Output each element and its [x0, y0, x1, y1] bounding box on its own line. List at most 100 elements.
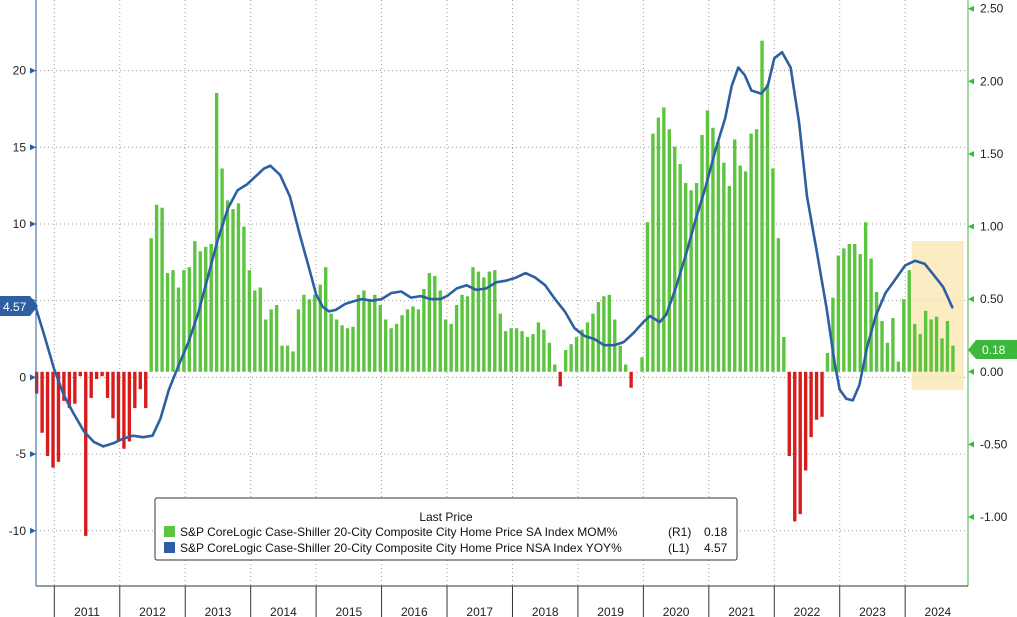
mom-bar — [460, 294, 464, 372]
right-tick-label: 2.50 — [980, 2, 1004, 16]
mom-bar — [389, 328, 393, 372]
mom-bar — [454, 304, 459, 372]
mom-bar — [324, 267, 328, 372]
mom-bar — [476, 271, 481, 372]
mom-bar — [187, 267, 192, 372]
mom-bar — [334, 319, 339, 372]
mom-bar — [629, 371, 633, 388]
mom-bar — [885, 342, 890, 372]
left-tick-mark — [30, 374, 36, 381]
mom-bar — [138, 371, 142, 390]
mom-bar — [154, 204, 159, 372]
mom-bar — [825, 352, 830, 372]
mom-bar — [787, 371, 791, 457]
right-tick-label: 0.50 — [980, 292, 1004, 306]
mom-bar — [891, 318, 895, 372]
mom-bar — [274, 304, 279, 372]
mom-bar — [302, 294, 306, 372]
mom-bar — [367, 299, 372, 372]
left-tick-mark — [30, 144, 36, 151]
left-tick-mark — [30, 67, 36, 74]
x-tick-label: 2021 — [728, 605, 755, 617]
mom-bar — [160, 207, 164, 372]
mom-bar — [793, 371, 797, 522]
mom-bar — [84, 371, 88, 536]
right-badge-shape — [968, 340, 1017, 359]
mom-bar — [831, 297, 835, 372]
mom-bar — [67, 371, 72, 409]
left-tick-label: 20 — [13, 64, 27, 78]
mom-bar — [209, 243, 213, 372]
mom-bar — [73, 371, 77, 404]
mom-bar — [487, 271, 492, 372]
mom-bar — [394, 323, 399, 372]
mom-bar — [40, 371, 44, 433]
mom-bar — [362, 290, 366, 372]
legend-swatch-mom — [164, 526, 175, 537]
mom-bar — [923, 310, 928, 372]
mom-bar — [111, 371, 115, 419]
legend: Last Price S&P CoreLogic Case-Shiller 20… — [154, 497, 738, 561]
left-tick-label: 0 — [19, 370, 26, 384]
legend-box — [154, 497, 738, 561]
mom-bar — [591, 313, 595, 372]
mom-bar — [782, 336, 786, 372]
legend-label-yoy: S&P CoreLogic Case-Shiller 20-City Compo… — [180, 541, 622, 555]
mom-bar — [585, 322, 590, 372]
mom-bar — [433, 275, 437, 372]
mom-bar — [514, 328, 519, 372]
mom-bar — [231, 209, 235, 372]
mom-bar — [498, 313, 502, 372]
mom-bar — [623, 364, 628, 372]
mom-bar — [738, 165, 742, 372]
left-tick-mark — [30, 527, 36, 534]
x-tick-label: 2011 — [74, 605, 100, 617]
mom-bar — [400, 315, 404, 372]
mom-bar — [836, 255, 841, 372]
mom-bar — [656, 117, 661, 372]
mom-bar — [340, 325, 344, 372]
x-tick-label: 2015 — [335, 605, 362, 617]
mom-bar — [880, 320, 884, 372]
mom-bar — [165, 273, 170, 372]
mom-bar — [45, 371, 50, 457]
x-tick-label: 2012 — [139, 605, 166, 617]
mom-bar — [651, 133, 655, 372]
x-tick-label: 2016 — [401, 605, 428, 617]
x-tick-label: 2019 — [597, 605, 624, 617]
mom-bar — [733, 139, 737, 372]
axes: -10-505101520-1.00-0.500.000.501.001.502… — [9, 0, 1008, 617]
mom-bar — [673, 146, 677, 372]
mom-bar — [449, 323, 453, 372]
mom-bar — [78, 371, 82, 377]
mom-bar — [640, 357, 644, 372]
mom-bar — [913, 323, 917, 372]
mom-bar — [607, 294, 611, 372]
right-tick-label: 2.00 — [980, 74, 1004, 88]
mom-bar — [683, 182, 688, 372]
mom-bar — [760, 40, 764, 372]
mom-bar — [427, 273, 432, 372]
mom-bar — [771, 168, 775, 372]
mom-bar — [285, 345, 290, 372]
mom-bar — [711, 127, 715, 372]
mom-bar — [51, 371, 55, 468]
mom-bar — [634, 371, 639, 373]
mom-bar — [553, 364, 557, 372]
mom-bar — [820, 371, 824, 417]
mom-bar — [509, 328, 513, 372]
mom-bar — [313, 294, 317, 372]
legend-axis-yoy: (L1) — [668, 541, 689, 555]
mom-bar — [934, 316, 939, 372]
mom-bar — [384, 319, 388, 372]
mom-bar — [204, 246, 208, 372]
mom-bar — [569, 344, 573, 372]
yoy-line-path — [34, 50, 954, 448]
mom-bar — [253, 290, 257, 372]
mom-bar — [149, 238, 153, 372]
right-tick-mark — [968, 5, 974, 12]
right-tick-label: 1.00 — [980, 220, 1004, 234]
left-badge-shape — [0, 296, 38, 316]
mom-bar — [869, 258, 873, 372]
mom-bars — [34, 40, 955, 536]
